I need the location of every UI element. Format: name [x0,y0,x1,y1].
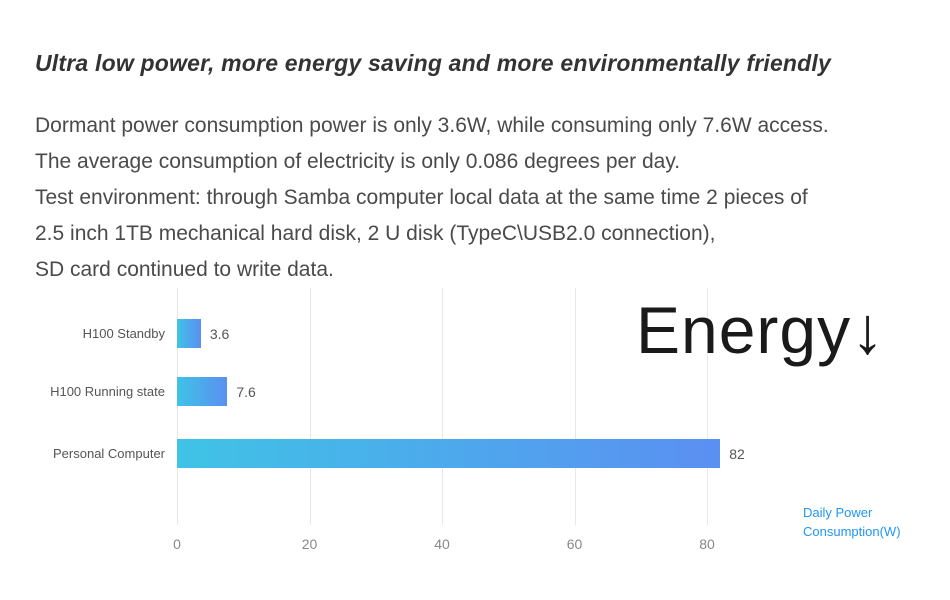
axis-caption: Daily Power Consumption(W) [803,503,901,541]
power-consumption-chart: 0 20 40 60 80 H100 Standby 3.6 H100 Running sta… [0,288,950,578]
value-label: 3.6 [209,325,230,342]
gridline [177,288,178,525]
x-tick-label: 40 [434,536,450,552]
axis-caption-line: Daily Power [803,505,873,520]
x-tick-label: 60 [566,536,583,552]
bar-h100-running-state [177,377,228,406]
description-line: Test environment: through Samba computer… [35,186,808,209]
value-label: 82 [729,445,745,462]
description-line: The average consumption of electricity i… [35,150,681,173]
page-title: Ultra low power, more energy saving and … [35,50,832,76]
value-label: 7.6 [236,383,256,400]
x-tick-label: 0 [173,536,181,552]
gridline [442,288,443,525]
gridline [309,288,311,525]
description-line: Dormant power consumption power is only … [35,114,829,137]
x-tick-label: 80 [699,536,715,552]
category-label: H100 Running state [50,384,165,399]
gridline [574,288,576,525]
x-tick-label: 20 [301,536,318,552]
category-label: Personal Computer [53,446,165,461]
bar-personal-computer [177,439,721,468]
gridline [707,288,708,525]
description-line: 2.5 inch 1TB mechanical hard disk, 2 U d… [35,222,716,245]
description-line: SD card continued to write data. [35,258,334,281]
bar-h100-standby [177,319,201,348]
category-label: H100 Standby [82,326,165,341]
energy-annotation: Energy↓ [636,293,886,367]
axis-caption-line: Consumption(W) [803,524,901,539]
description-paragraph: Dormant power consumption power is only … [35,108,915,288]
